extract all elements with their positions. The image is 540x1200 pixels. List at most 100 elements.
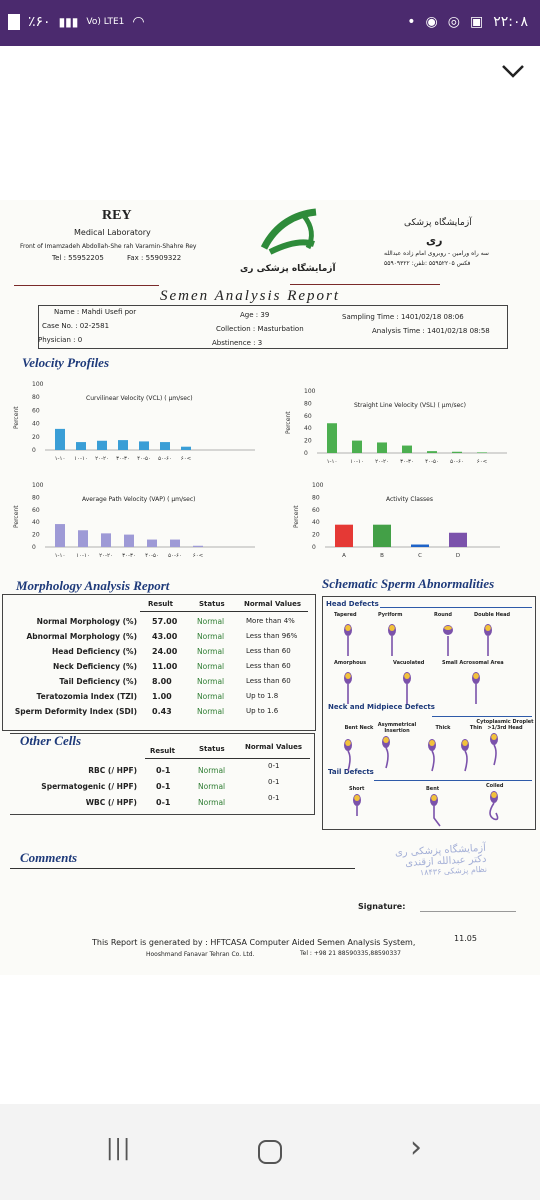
sperm-bent-icon: [344, 739, 352, 772]
comments-title: Comments: [20, 850, 78, 865]
oc-row-label: Spermatogenic (/ HPF): [41, 782, 137, 791]
x-tick-label: ۴۰-۵۰: [145, 553, 159, 559]
morph-row-label: Tail Deficiency (%): [59, 677, 137, 686]
x-tick-label: ۳۰-۳۰: [122, 553, 136, 559]
abstinence-label: Abstinence :: [212, 339, 256, 347]
x-tick-label: ۲۰-۲۰: [95, 456, 109, 462]
x-tick-label: ۱-۱۰: [55, 456, 66, 462]
morph-row-normal: More than 4%: [246, 617, 295, 625]
oc-col-normal: Normal Values: [245, 743, 303, 751]
footer-tel: Tel : +98 21 88590335,88590337: [300, 950, 401, 957]
head-defect-label: Small Acrosomal Area: [442, 660, 504, 666]
morph-row-label: Sperm Deformity Index (SDI): [14, 707, 137, 716]
morph-row-status: Normal: [197, 632, 225, 641]
morph-row-normal: Less than 60: [246, 647, 291, 655]
status-bar: ٪۶۰ ▮▮▮ Vo) LTE1 ◠ • ◉ ◎ ▣ ۲۲:۰۸: [0, 0, 540, 46]
neck-defects-title: Neck and Midpiece Defects: [328, 703, 435, 711]
chart-title: Curvilinear Velocity (VCL) ( µm/sec): [86, 395, 193, 402]
y-tick-label: 40: [32, 519, 40, 526]
tail-defect-label: Bent: [426, 786, 440, 792]
footer-company: Hooshmand Fanavar Tehran Co. Ltd.: [146, 951, 255, 958]
abstinence-value: 3: [257, 339, 263, 347]
y-tick-label: 20: [312, 532, 320, 539]
battery-icon: [8, 14, 20, 30]
bar: [477, 452, 487, 453]
x-tick-label: A: [342, 553, 346, 559]
neck-defect-label: Bent Neck: [344, 725, 374, 731]
sperm-pyriform-icon: [388, 624, 396, 656]
status-right: • ◉ ◎ ▣ ۲۲:۰۸: [407, 14, 528, 30]
lab-logo-icon: [260, 208, 317, 255]
head-defect-label: Tapered: [334, 612, 357, 618]
x-tick-label: ۵۰-۶۰: [158, 456, 172, 462]
oc-row-status: Normal: [198, 798, 226, 807]
oc-row-normal: 0-1: [268, 762, 280, 770]
collection-label: Collection :: [216, 325, 256, 333]
analysis-label: Analysis Time :: [372, 327, 425, 335]
sperm-round-icon: [443, 625, 453, 656]
oc-row-result: 0-1: [156, 798, 171, 807]
bar: [97, 440, 107, 450]
head-defect-label: Amorphous: [334, 660, 367, 666]
signature-line: [420, 911, 516, 912]
morph-row-status: Normal: [197, 647, 225, 656]
sperm-short-tail-icon: [353, 794, 361, 816]
y-tick-label: 40: [312, 519, 320, 526]
bar: [181, 446, 191, 450]
y-tick-label: 20: [32, 532, 40, 539]
morph-row-label: Head Deficiency (%): [51, 647, 137, 656]
x-tick-label: ۱۰-۱۰: [350, 459, 364, 465]
sperm-amorphous-icon: [344, 672, 352, 704]
neck-rule: [432, 716, 532, 717]
x-tick-label: C: [418, 553, 422, 559]
morph-row-label: Neck Deficiency (%): [52, 662, 137, 671]
x-tick-label: ۶۰<: [181, 456, 192, 462]
bar: [76, 442, 86, 450]
sperm-thick-icon: [428, 739, 436, 772]
signal-icon: ▮▮▮: [58, 15, 79, 29]
y-axis-label: Percent: [293, 505, 300, 528]
lab-name: REY: [102, 208, 132, 223]
oc-row-status: Normal: [198, 782, 226, 791]
home-button[interactable]: [240, 1130, 300, 1174]
x-tick-label: ۲۰-۲۰: [99, 553, 113, 559]
forward-button[interactable]: ›: [392, 1130, 452, 1174]
y-tick-label: 100: [32, 381, 44, 388]
sampling-time: 1401/02/18 08:06: [400, 313, 464, 321]
bar: [411, 544, 429, 547]
sperm-thin-icon: [461, 739, 469, 772]
tail-rule: [374, 780, 532, 781]
bar: [124, 534, 134, 547]
lab-address: Front of Imamzadeh Abdollah-She rah Vara…: [20, 243, 197, 250]
wifi-icon: ◠: [132, 14, 145, 30]
x-tick-label: ۱۰-۱۰: [74, 456, 88, 462]
y-tick-label: 80: [32, 394, 40, 401]
morph-row-status: Normal: [197, 707, 225, 716]
oc-row-result: 0-1: [156, 766, 171, 775]
tail-defects-title: Tail Defects: [328, 768, 374, 776]
sperm-small-acrosomal-area-icon: [472, 672, 480, 704]
other-cells-title: Other Cells: [20, 733, 82, 748]
morph-row-result: 0.43: [152, 707, 172, 716]
bar: [449, 532, 467, 547]
fa-phone: ۵۵۹۰۹۳۲۲ :فکس ۵۵۹۵۲۲۰۵ :تلفن: [384, 260, 471, 267]
morph-col-status: Status: [199, 600, 225, 608]
chevron-down-icon[interactable]: [500, 58, 526, 84]
y-tick-label: 0: [312, 544, 316, 551]
tail-defect-label: Short: [349, 786, 365, 792]
forward-icon: ›: [410, 1130, 422, 1165]
morph-row-normal: Less than 60: [246, 662, 291, 670]
y-tick-label: 80: [312, 494, 320, 501]
y-tick-label: 0: [32, 447, 36, 454]
y-tick-label: 100: [32, 482, 44, 489]
oc-row-result: 0-1: [156, 782, 171, 791]
age-value: 39: [260, 311, 270, 319]
neck-defect-label: Thick: [435, 725, 451, 731]
lab-tel: Tel : 55952205: [52, 254, 104, 262]
morph-header-rule: [140, 611, 308, 612]
recents-button[interactable]: |||: [90, 1130, 150, 1174]
chart-title: Activity Classes: [386, 496, 433, 503]
morph-row-result: 11.00: [152, 662, 178, 671]
y-tick-label: 80: [32, 494, 40, 501]
head-defect-label: Round: [434, 612, 452, 618]
